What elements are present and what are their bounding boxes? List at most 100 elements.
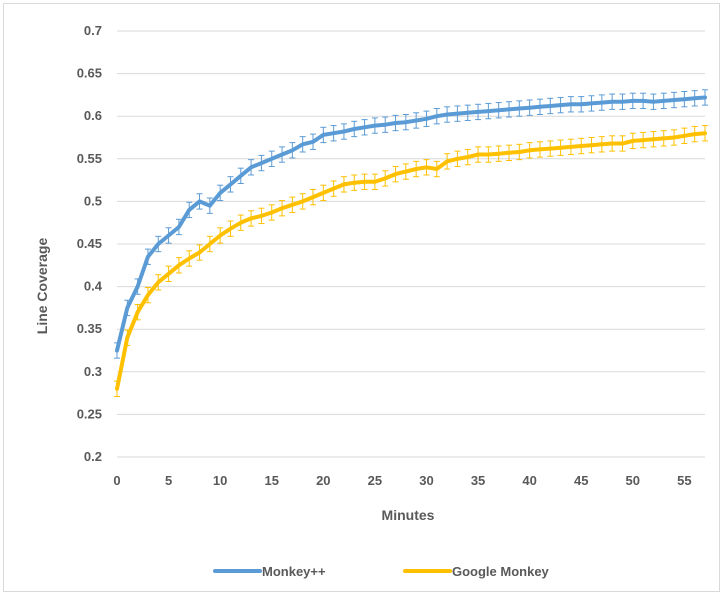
y-tick-label: 0.4 [84, 279, 103, 294]
data-point [507, 108, 511, 111]
x-tick-label: 20 [316, 473, 330, 488]
y-tick-label: 0.6 [84, 108, 102, 123]
data-point [703, 96, 707, 99]
data-point [569, 103, 573, 106]
y-axis-title: Line Coverage [34, 238, 50, 335]
data-point [177, 225, 181, 229]
data-point [683, 134, 686, 137]
data-point [188, 257, 191, 260]
legend-item: Monkey++ [213, 564, 326, 579]
data-point [476, 110, 480, 114]
data-point [621, 142, 624, 145]
data-point [683, 97, 686, 101]
data-point [580, 103, 583, 106]
data-point [301, 143, 304, 146]
data-point [672, 98, 676, 102]
data-point [177, 264, 181, 267]
data-point [342, 130, 346, 133]
data-point [311, 195, 315, 199]
series-line [115, 95, 707, 353]
data-point [538, 148, 542, 151]
data-point [610, 100, 614, 103]
data-point [662, 137, 665, 140]
data-point [126, 306, 129, 310]
data-point [580, 144, 583, 148]
data-point [404, 120, 408, 124]
y-tick-label: 0.35 [77, 321, 102, 336]
x-axis-title: Minutes [382, 507, 435, 523]
plot-area [114, 89, 708, 398]
data-point [662, 99, 665, 103]
data-point [445, 160, 449, 163]
data-point [280, 207, 284, 210]
data-point [332, 187, 335, 190]
y-tick-label: 0.65 [77, 66, 102, 81]
y-tick-label: 0.5 [84, 193, 102, 208]
data-point [610, 142, 614, 145]
data-point [652, 100, 655, 103]
series-1 [114, 125, 708, 398]
x-tick-label: 5 [165, 473, 172, 488]
x-tick-label: 45 [574, 473, 588, 488]
data-point [487, 153, 490, 156]
legend: Monkey++ Google Monkey [213, 564, 550, 579]
data-point [136, 285, 139, 288]
data-point [157, 281, 160, 284]
y-tick-label: 0.25 [77, 406, 102, 421]
x-tick-label: 15 [265, 473, 279, 488]
data-point [384, 123, 387, 126]
x-tick-label: 10 [213, 473, 227, 488]
data-point [590, 102, 593, 105]
x-tick-label: 35 [471, 473, 485, 488]
data-point [559, 146, 562, 149]
data-point [115, 349, 119, 352]
data-point [549, 104, 552, 108]
data-point [363, 126, 366, 129]
data-point [528, 106, 531, 109]
data-point [569, 145, 573, 149]
data-point [476, 153, 480, 156]
data-point [291, 203, 294, 207]
data-point [208, 242, 212, 246]
x-tick-label: 40 [522, 473, 536, 488]
data-point [518, 150, 521, 154]
data-point [404, 170, 408, 173]
data-point [414, 167, 418, 171]
data-point [497, 109, 500, 112]
data-point [136, 310, 139, 314]
data-point [549, 147, 552, 150]
y-tick-label: 0.45 [77, 236, 102, 251]
data-point [425, 166, 428, 169]
data-point [198, 251, 201, 254]
data-point [600, 143, 604, 146]
data-point [218, 234, 222, 237]
data-point [559, 103, 562, 107]
y-tick-label: 0.55 [77, 151, 102, 166]
data-point [507, 151, 511, 155]
data-point [146, 293, 150, 297]
data-point [115, 387, 119, 391]
data-point [445, 113, 449, 116]
data-point [652, 138, 655, 141]
data-point [249, 217, 253, 220]
legend-item: Google Monkey [403, 564, 550, 579]
data-point [342, 183, 346, 186]
data-point [703, 132, 707, 135]
gridlines [117, 30, 705, 458]
data-point [311, 140, 315, 143]
data-point [322, 191, 325, 195]
data-point [435, 115, 438, 118]
data-point [229, 183, 232, 186]
x-axis-ticks: 0 5 10 15 20 25 30 35 40 45 50 55 [113, 473, 691, 488]
data-point [291, 149, 294, 152]
data-point [239, 174, 242, 178]
data-point [198, 200, 201, 203]
data-point [672, 136, 676, 139]
data-point [353, 181, 356, 184]
data-point [425, 117, 428, 120]
data-point [363, 180, 366, 184]
data-point [590, 143, 593, 147]
legend-label: Monkey++ [262, 564, 326, 579]
data-point [518, 107, 521, 110]
